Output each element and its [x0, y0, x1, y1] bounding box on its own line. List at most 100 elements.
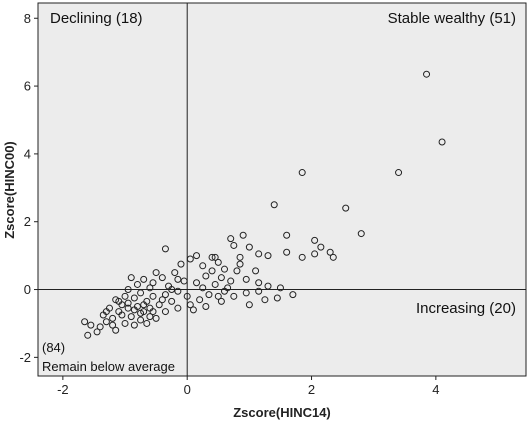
data-point	[174, 287, 182, 295]
data-point	[161, 245, 169, 253]
data-point	[264, 282, 272, 290]
data-point	[155, 301, 163, 309]
data-point	[158, 274, 166, 282]
data-point	[255, 287, 263, 295]
data-point	[149, 292, 157, 300]
data-point	[140, 301, 148, 309]
data-point	[298, 169, 306, 177]
quadrant-label-bottom-left-count: (84)	[42, 340, 65, 355]
data-point	[255, 279, 263, 287]
data-point	[115, 297, 123, 305]
data-point	[127, 313, 135, 321]
data-point	[273, 294, 281, 302]
data-point	[133, 280, 141, 288]
data-point	[102, 308, 110, 316]
data-point	[171, 269, 179, 277]
x-tick-label: -2	[57, 382, 69, 397]
data-point	[230, 292, 238, 300]
x-tick-label: 0	[184, 382, 191, 397]
data-point	[242, 275, 250, 283]
data-point	[438, 138, 446, 146]
data-point	[239, 231, 247, 239]
data-point	[149, 308, 157, 316]
data-point	[130, 294, 138, 302]
data-point	[146, 313, 154, 321]
x-axis-title: Zscore(HINC14)	[233, 405, 331, 420]
x-axis-ticks: -2 0 2 4	[57, 376, 439, 397]
data-point	[233, 267, 241, 275]
data-point	[96, 323, 104, 331]
data-point	[236, 253, 244, 261]
data-point	[342, 204, 350, 212]
data-point	[121, 292, 129, 300]
y-tick-label: 6	[24, 79, 31, 94]
data-point	[124, 299, 132, 307]
data-point	[186, 255, 194, 263]
y-tick-label: -2	[19, 350, 31, 365]
data-point	[174, 275, 182, 283]
data-point	[329, 253, 337, 261]
data-point	[102, 318, 110, 326]
data-point	[199, 262, 207, 270]
data-point	[124, 304, 132, 312]
reference-lines	[38, 3, 526, 376]
data-point	[124, 286, 132, 294]
data-point	[137, 309, 145, 317]
data-point	[87, 321, 95, 329]
data-point	[84, 331, 92, 339]
data-point	[180, 277, 188, 285]
data-point	[227, 277, 235, 285]
data-point	[202, 272, 210, 280]
data-point	[199, 284, 207, 292]
data-point	[161, 308, 169, 316]
data-point	[255, 250, 263, 258]
data-point	[189, 306, 197, 314]
data-point	[193, 252, 201, 260]
data-point	[395, 169, 403, 177]
data-point	[236, 260, 244, 268]
data-point	[93, 328, 101, 336]
data-point	[220, 265, 228, 273]
data-point	[196, 296, 204, 304]
data-point	[230, 241, 238, 249]
data-point	[140, 275, 148, 283]
data-point	[168, 286, 176, 294]
y-tick-label: 4	[24, 146, 31, 161]
data-point	[130, 321, 138, 329]
data-point	[149, 279, 157, 287]
data-point	[214, 258, 222, 266]
data-point	[270, 201, 278, 209]
data-point	[264, 252, 272, 260]
quadrant-label-top-left: Declining (18)	[50, 10, 143, 27]
data-point	[311, 236, 319, 244]
data-point	[252, 267, 260, 275]
data-point	[183, 292, 191, 300]
y-tick-label: 8	[24, 11, 31, 26]
data-point	[143, 319, 151, 327]
data-point	[227, 235, 235, 243]
y-tick-label: 0	[24, 282, 31, 297]
data-point	[245, 243, 253, 251]
data-point	[81, 318, 89, 326]
x-tick-label: 2	[308, 382, 315, 397]
data-point	[193, 279, 201, 287]
y-axis-ticks: -2 0 2 4 6 8	[19, 11, 38, 365]
data-point	[242, 289, 250, 297]
x-tick-label: 4	[432, 382, 439, 397]
data-point	[186, 301, 194, 309]
data-point	[217, 274, 225, 282]
data-point	[245, 301, 253, 309]
data-point	[211, 253, 219, 261]
data-point	[174, 304, 182, 312]
data-point	[357, 230, 365, 238]
data-point	[158, 296, 166, 304]
data-point	[109, 314, 117, 322]
y-axis-title: Zscore(HINC00)	[2, 141, 17, 239]
data-point	[146, 284, 154, 292]
data-point	[261, 296, 269, 304]
data-point	[208, 253, 216, 261]
data-point	[214, 292, 222, 300]
data-point	[276, 284, 284, 292]
data-point	[177, 260, 185, 268]
